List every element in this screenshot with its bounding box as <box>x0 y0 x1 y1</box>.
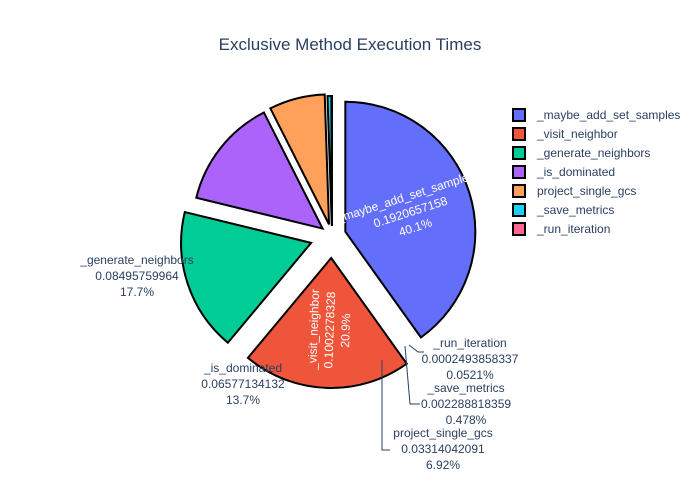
chart-title: Exclusive Method Execution Times <box>219 35 482 54</box>
slice-label-percent: 20.9% <box>338 313 353 348</box>
pie-slice-maybe-add-set-samples[interactable] <box>344 100 477 339</box>
slice-label-name: _save_metrics <box>426 381 504 395</box>
legend-item-save-metrics[interactable]: _save_metrics <box>512 203 614 217</box>
legend-swatch <box>512 222 526 236</box>
pie-slices <box>180 93 477 389</box>
pie-slice-project-single-gcs[interactable] <box>269 93 331 225</box>
slice-label-project-single-gcs: project_single_gcs 0.03314042091 6.92% <box>381 360 493 472</box>
legend: _maybe_add_set_samples _visit_neighbor _ge… <box>512 108 680 236</box>
legend-label: _save_metrics <box>536 203 614 217</box>
pie-slice-generate-neighbors[interactable] <box>180 210 313 345</box>
slice-label-percent: 0.0521% <box>446 368 494 382</box>
leader-line <box>404 345 420 405</box>
slice-label-save-metrics: _save_metrics 0.002288818359 0.478% <box>404 345 511 427</box>
leader-line <box>408 344 424 353</box>
legend-label: project_single_gcs <box>537 184 636 198</box>
legend-item-maybe-add-set-samples[interactable]: _maybe_add_set_samples <box>512 108 680 122</box>
slice-label-name: _generate_neighbors <box>79 253 193 267</box>
slice-label-value: 0.1002278328 <box>321 291 338 369</box>
leader-line <box>381 360 390 451</box>
legend-swatch <box>512 146 526 160</box>
slice-label-percent: 17.7% <box>120 285 154 299</box>
legend-swatch <box>512 184 526 198</box>
slice-label-percent: 0.478% <box>446 413 487 427</box>
legend-item-is-dominated[interactable]: _is_dominated <box>512 165 615 179</box>
legend-item-project-single-gcs[interactable]: project_single_gcs <box>512 184 636 198</box>
slice-label-run-iteration: _run_iteration 0.0002493858337 0.0521% <box>408 336 519 382</box>
slice-label-name: _is_dominated <box>203 361 282 375</box>
slice-label-percent: 6.92% <box>426 458 460 472</box>
legend-swatch <box>512 203 526 217</box>
legend-swatch <box>512 127 526 141</box>
legend-label: _maybe_add_set_samples <box>536 108 680 122</box>
legend-swatch <box>512 108 526 122</box>
pie-slice-visit-neighbor[interactable] <box>246 256 409 389</box>
slice-label-name: project_single_gcs <box>393 426 492 440</box>
legend-swatch <box>512 165 526 179</box>
legend-item-run-iteration[interactable]: _run_iteration <box>512 222 610 236</box>
slice-label-value: 0.06577134132 <box>201 377 285 391</box>
legend-label: _is_dominated <box>536 165 615 179</box>
legend-item-generate-neighbors[interactable]: _generate_neighbors <box>512 146 650 160</box>
slice-label-value: 0.002288818359 <box>421 397 511 411</box>
slice-label-value: 0.03314042091 <box>401 442 485 456</box>
legend-label: _run_iteration <box>536 222 610 236</box>
slice-label-generate-neighbors: _generate_neighbors 0.08495759964 17.7% <box>79 253 193 299</box>
legend-label: _generate_neighbors <box>536 146 650 160</box>
legend-item-visit-neighbor[interactable]: _visit_neighbor <box>512 127 618 141</box>
slice-label-percent: 13.7% <box>226 393 260 407</box>
slice-label-value: 0.08495759964 <box>95 269 179 283</box>
slice-label-visit-neighbor: _visit_neighbor 0.1002278328 20.9% <box>305 289 353 371</box>
slice-label-is-dominated: _is_dominated 0.06577134132 13.7% <box>201 361 285 407</box>
slice-label-name: _visit_neighbor <box>305 289 322 371</box>
legend-label: _visit_neighbor <box>536 127 618 141</box>
slice-label-name: _run_iteration <box>432 336 506 350</box>
pie-slice-is-dominated[interactable] <box>195 111 325 231</box>
slice-label-value: 0.0002493858337 <box>422 352 519 366</box>
